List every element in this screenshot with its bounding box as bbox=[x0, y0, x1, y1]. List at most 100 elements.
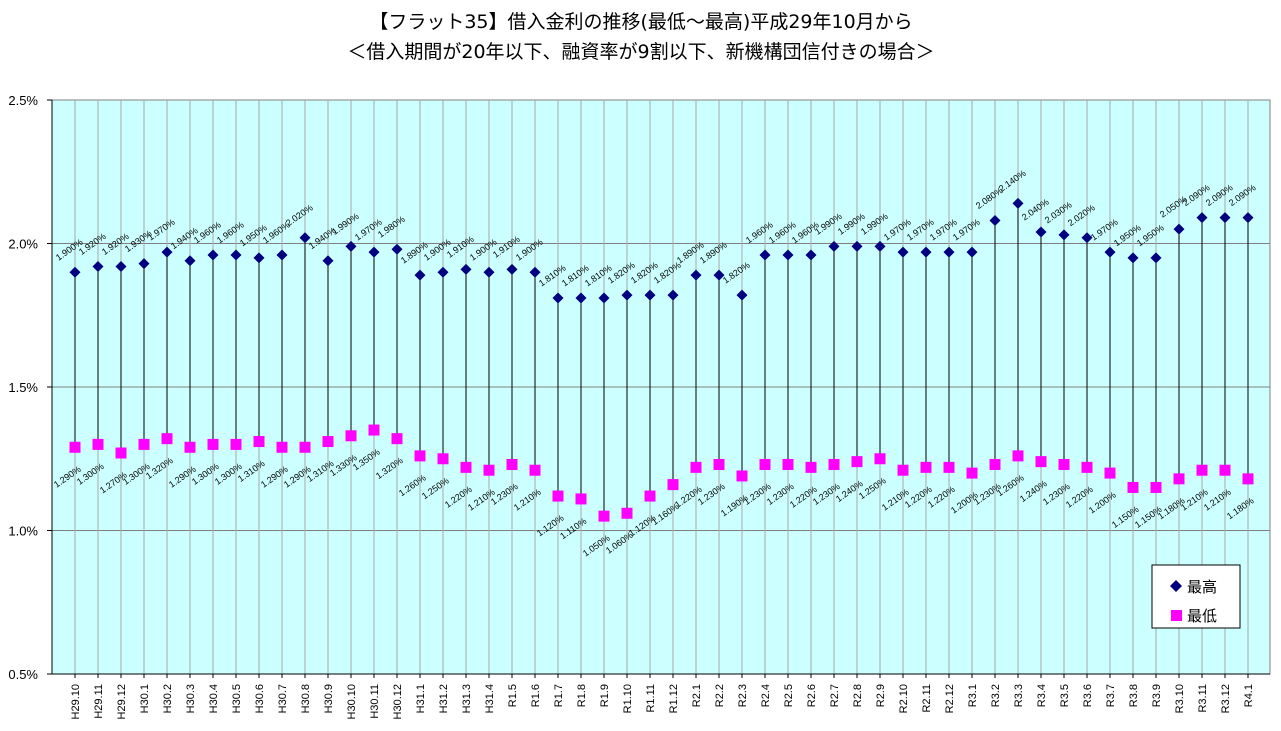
data-markers bbox=[69, 197, 1254, 522]
max-marker bbox=[759, 249, 771, 261]
max-marker bbox=[1035, 226, 1047, 238]
x-tick-label: H31.2 bbox=[438, 684, 450, 713]
min-marker bbox=[253, 436, 265, 448]
x-tick-label: H30.5 bbox=[231, 684, 243, 713]
min-marker bbox=[644, 490, 656, 502]
max-marker bbox=[460, 263, 472, 275]
min-marker bbox=[966, 467, 978, 479]
x-tick-label: H29.10 bbox=[70, 684, 82, 719]
min-marker bbox=[713, 458, 725, 470]
min-marker bbox=[1058, 458, 1070, 470]
min-marker bbox=[943, 461, 955, 473]
min-marker bbox=[138, 438, 150, 450]
x-tick-label: H30.6 bbox=[254, 684, 266, 713]
x-tick-label: H31.1 bbox=[415, 684, 427, 713]
legend-box bbox=[1151, 564, 1241, 629]
min-marker bbox=[598, 510, 610, 522]
legend-label-max: 最高 bbox=[1187, 578, 1217, 596]
x-tick-label: R1.8 bbox=[576, 684, 588, 707]
max-marker bbox=[782, 249, 794, 261]
max-marker bbox=[69, 266, 81, 278]
x-tick-label: R1.6 bbox=[530, 684, 542, 707]
x-tick-label: R3.7 bbox=[1105, 684, 1117, 707]
min-marker bbox=[1219, 464, 1231, 476]
min-marker bbox=[276, 441, 288, 453]
min-marker bbox=[828, 458, 840, 470]
max-marker bbox=[253, 252, 265, 264]
max-marker bbox=[851, 240, 863, 252]
min-marker bbox=[460, 461, 472, 473]
legend-marker-max bbox=[1170, 580, 1182, 592]
max-marker bbox=[115, 260, 127, 272]
max-marker bbox=[874, 240, 886, 252]
x-tick-label: R3.1 bbox=[967, 684, 979, 707]
x-tick-label: R3.9 bbox=[1151, 684, 1163, 707]
x-tick-label: R3.4 bbox=[1036, 684, 1048, 707]
max-marker bbox=[299, 232, 311, 244]
x-tick-label: H29.11 bbox=[93, 684, 105, 719]
min-marker bbox=[437, 453, 449, 465]
min-marker bbox=[69, 441, 81, 453]
x-tick-label: R3.2 bbox=[990, 684, 1002, 707]
x-tick-label: R2.6 bbox=[806, 684, 818, 707]
x-tick-label: H31.3 bbox=[461, 684, 473, 713]
min-marker bbox=[1104, 467, 1116, 479]
max-marker bbox=[483, 266, 495, 278]
x-tick-label: R2.4 bbox=[760, 684, 772, 707]
x-tick-label: R2.2 bbox=[714, 684, 726, 707]
x-tick-label: R3.10 bbox=[1174, 684, 1186, 713]
x-tick-label: R1.11 bbox=[645, 684, 657, 713]
max-marker bbox=[1012, 197, 1024, 209]
min-marker bbox=[1173, 473, 1185, 485]
x-tick-label: R2.11 bbox=[921, 684, 933, 713]
max-marker bbox=[92, 260, 104, 272]
min-marker bbox=[897, 464, 909, 476]
max-marker bbox=[828, 240, 840, 252]
min-marker bbox=[161, 433, 173, 445]
x-tick-label: H29.12 bbox=[116, 684, 128, 719]
x-tick-label: R1.12 bbox=[668, 684, 680, 713]
max-marker bbox=[368, 246, 380, 258]
high-low-lines bbox=[74, 203, 1249, 517]
x-tick-label: R3.6 bbox=[1082, 684, 1094, 707]
max-marker bbox=[1242, 212, 1254, 224]
x-tick-label: R2.10 bbox=[898, 684, 910, 713]
max-marker bbox=[690, 269, 702, 281]
max-marker bbox=[276, 249, 288, 261]
max-marker bbox=[1219, 212, 1231, 224]
max-marker bbox=[667, 289, 679, 301]
y-tick-label: 2.0% bbox=[8, 237, 38, 252]
min-marker bbox=[1127, 481, 1139, 493]
x-tick-label: R3.3 bbox=[1013, 684, 1025, 707]
y-tick-label: 0.5% bbox=[8, 667, 38, 682]
max-marker bbox=[437, 266, 449, 278]
max-marker bbox=[345, 240, 357, 252]
max-marker bbox=[1150, 252, 1162, 264]
min-marker bbox=[805, 461, 817, 473]
x-axis: H29.10 H29.11 H29.12 H30.1 H30.2 H30.3 H30.4 H3… bbox=[52, 673, 1270, 719]
max-marker bbox=[1127, 252, 1139, 264]
max-marker bbox=[966, 246, 978, 258]
max-marker bbox=[943, 246, 955, 258]
max-marker bbox=[1058, 229, 1070, 241]
min-marker bbox=[322, 436, 334, 448]
min-marker bbox=[207, 438, 219, 450]
min-marker bbox=[368, 424, 380, 436]
x-tick-label: H30.4 bbox=[208, 684, 220, 713]
max-marker bbox=[230, 249, 242, 261]
chart-subtitle: ＜借入期間が20年以下、融資率が9割以下、新機構団信付きの場合＞ bbox=[347, 41, 934, 63]
x-tick-label: H30.8 bbox=[300, 684, 312, 713]
max-marker bbox=[207, 249, 219, 261]
max-marker bbox=[713, 269, 725, 281]
min-marker bbox=[759, 458, 771, 470]
x-tick-label: R3.8 bbox=[1128, 684, 1140, 707]
x-tick-label: R2.5 bbox=[783, 684, 795, 707]
max-marker bbox=[552, 292, 564, 304]
min-marker bbox=[782, 458, 794, 470]
min-marker bbox=[575, 493, 587, 505]
y-tick-label: 2.5% bbox=[8, 93, 38, 108]
min-marker bbox=[874, 453, 886, 465]
x-tick-label: H30.12 bbox=[392, 684, 404, 719]
x-tick-label: R1.10 bbox=[622, 684, 634, 713]
max-marker bbox=[644, 289, 656, 301]
